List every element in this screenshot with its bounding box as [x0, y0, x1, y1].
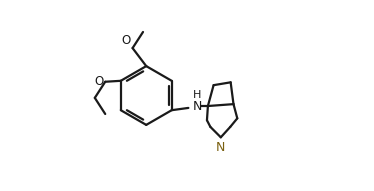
Text: O: O [95, 75, 104, 88]
Text: H: H [193, 90, 202, 100]
Text: N: N [216, 141, 226, 154]
Text: O: O [122, 34, 131, 47]
Text: N: N [193, 100, 202, 112]
